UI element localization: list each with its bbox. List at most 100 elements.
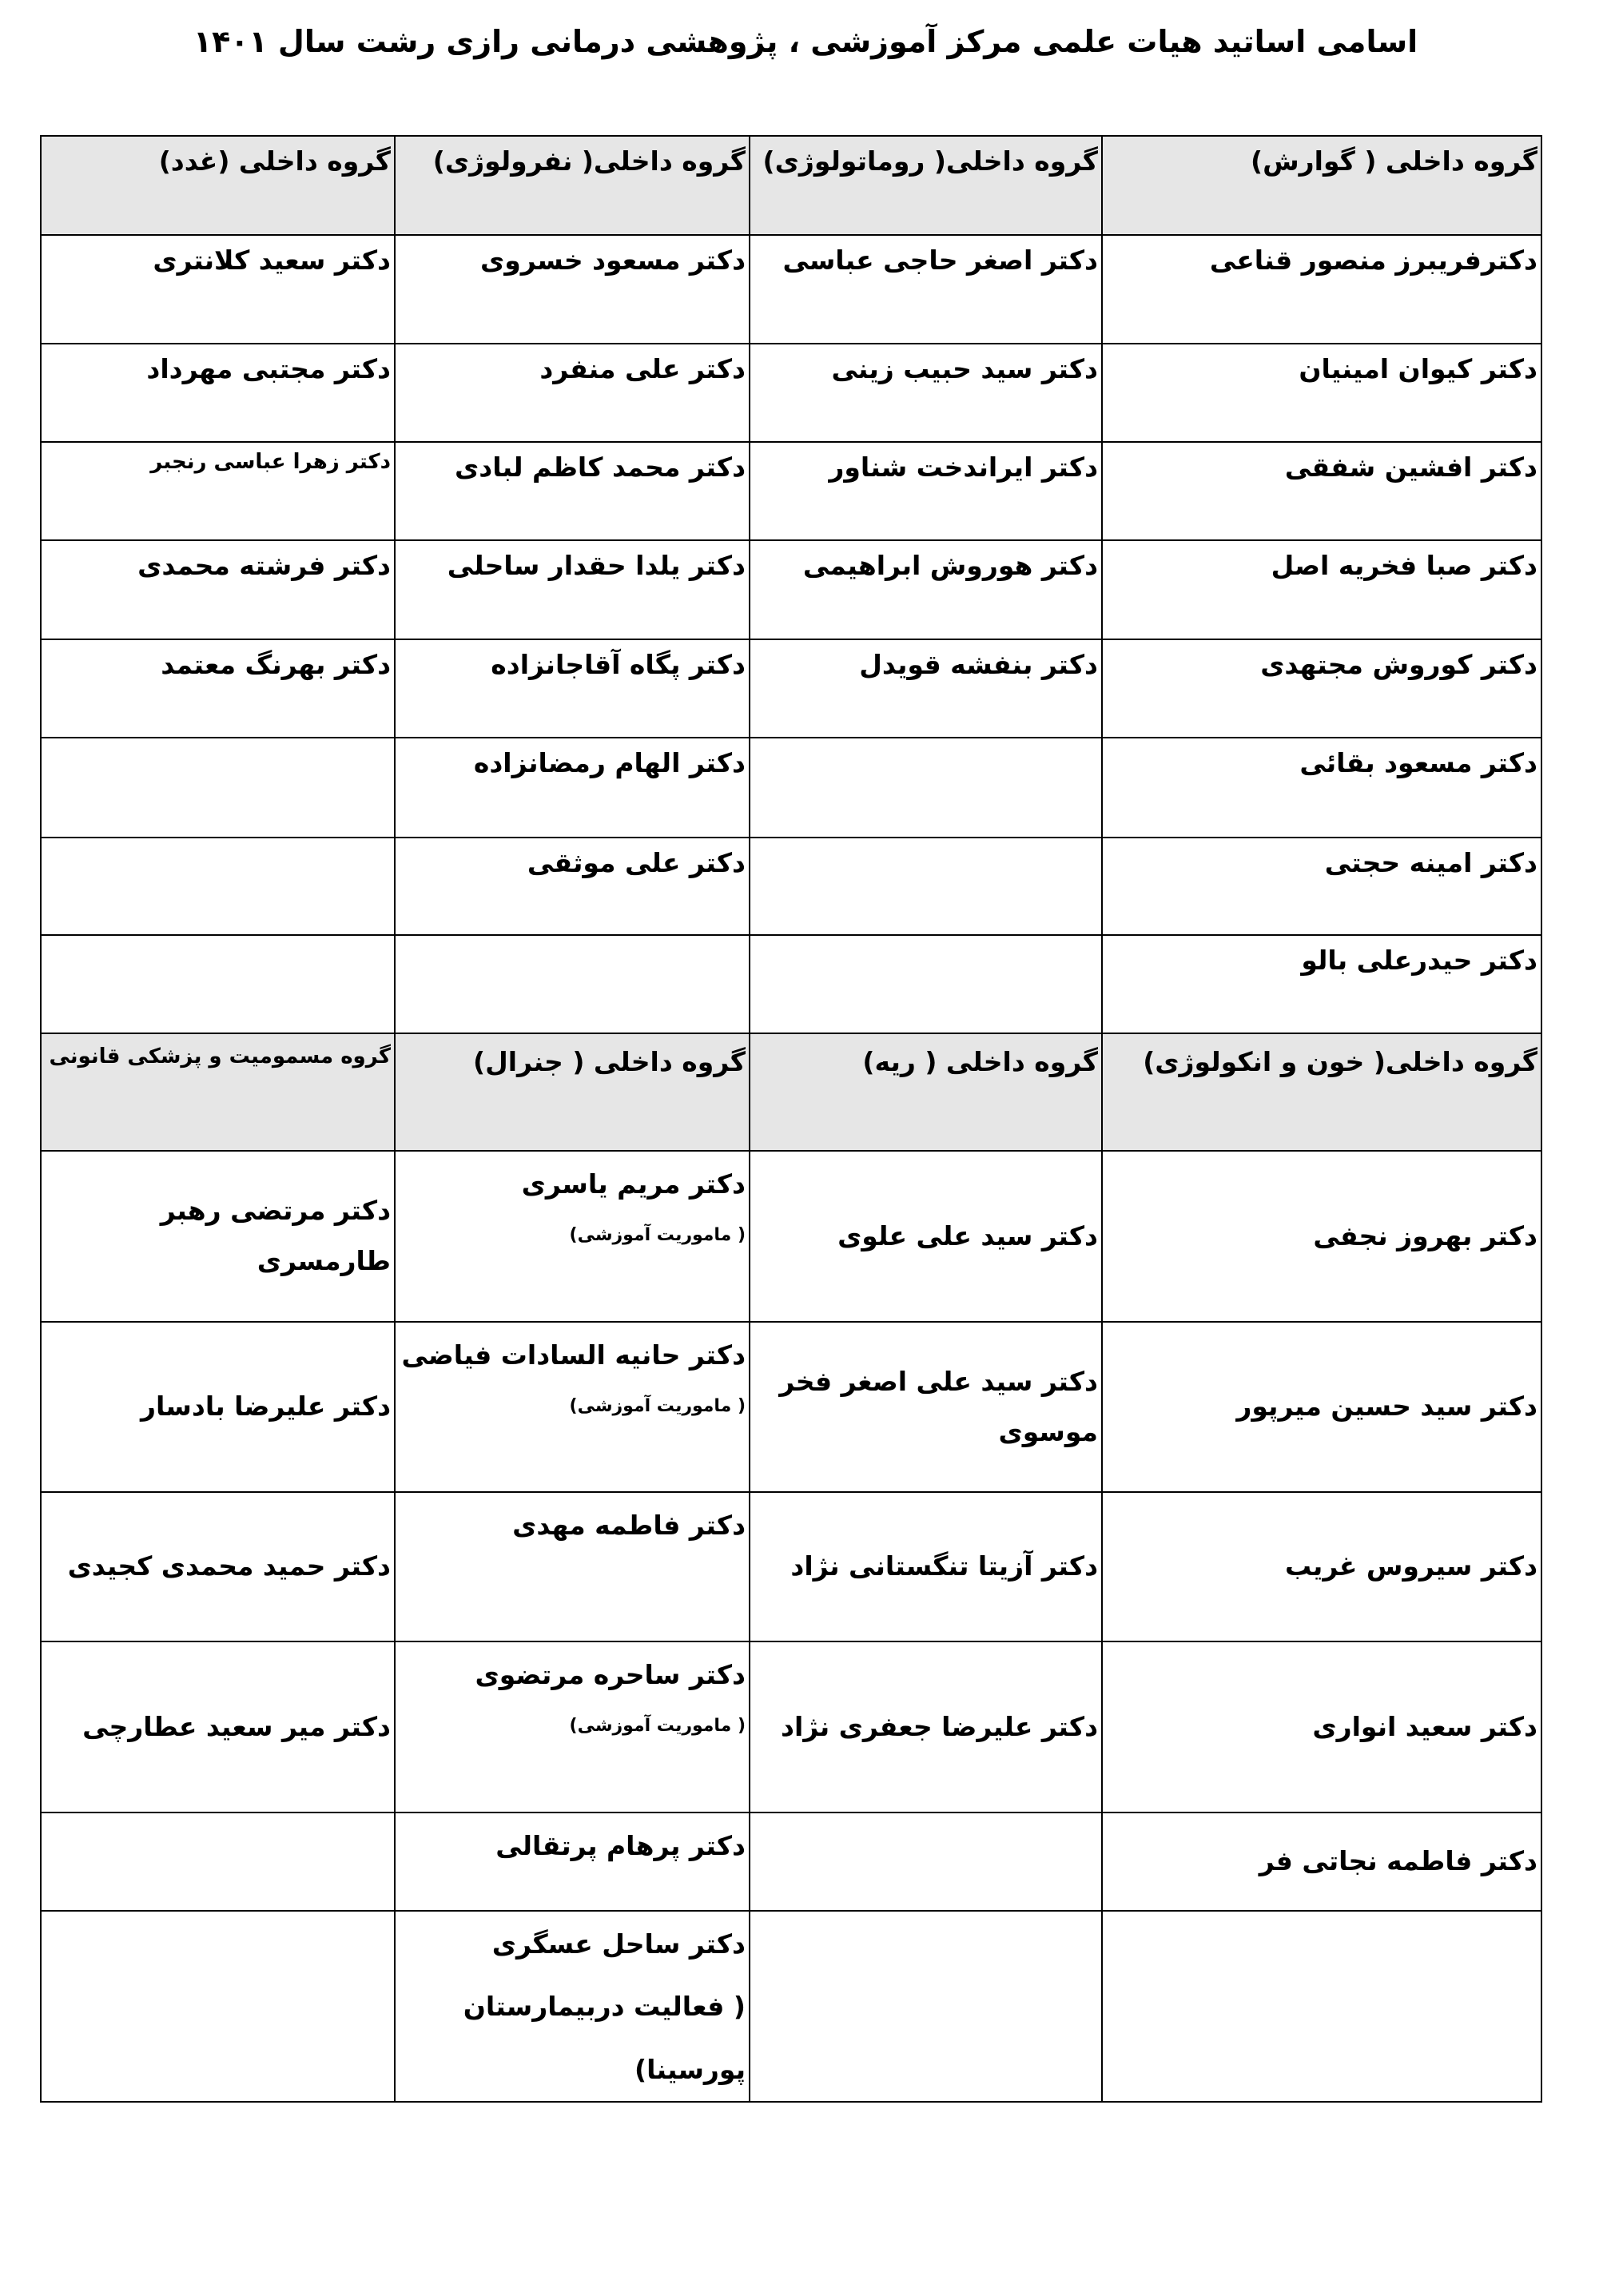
faculty-cell: دکتر بنفشه قویدل [749, 639, 1103, 738]
faculty-cell: دکتر امینه حجتی [1101, 837, 1542, 936]
faculty-name: دکتر سید علی اصغر فخر موسوی [779, 1365, 1099, 1447]
faculty-cell: دکتر حمید محمدی کجیدی [40, 1491, 396, 1642]
faculty-name: دکتر سعید انواری [1312, 1710, 1538, 1742]
page-title: اسامی اساتید هیات علمی مرکز آموزشی ، پژو… [193, 24, 1418, 59]
faculty-cell [749, 1909, 1103, 2103]
faculty-cell: دکتر اصغر حاجی عباسی [749, 234, 1103, 344]
faculty-name: دکتر حیدرعلی بالو [1301, 945, 1538, 976]
faculty-name: دکتر علی منفرد [539, 353, 746, 384]
faculty-name: دکتر حمید محمدی کجیدی [67, 1550, 392, 1582]
faculty-name: دکترفریبرز منصور قناعی [1209, 245, 1538, 276]
faculty-name: دکتر مجتبی مهرداد [146, 353, 392, 384]
faculty-cell: دکتر کوروش مجتهدی [1101, 639, 1542, 738]
table-row: دکتر کوروش مجتهدی دکتر بنفشه قویدل دکتر پگ… [40, 639, 1542, 738]
faculty-cell: دکتر علی منفرد [394, 343, 750, 443]
faculty-cell: دکتر علیرضا جعفری نژاد [749, 1641, 1103, 1813]
table-row: دکتر مسعود بقائی دکتر الهام رمضانزاده [40, 737, 1542, 838]
faculty-cell [749, 837, 1103, 936]
faculty-cell [749, 737, 1103, 838]
faculty-name: دکتر علیرضا جعفری نژاد [781, 1710, 1099, 1742]
group-header-row: گروه داخلی( خون و انکولوژی) گروه داخلی ( … [40, 1033, 1542, 1152]
faculty-cell [40, 1909, 396, 2103]
group-header: گروه داخلی( روماتولوژی) [749, 135, 1103, 236]
faculty-note: ( فعالیت دربیمارستان پورسینا) [463, 1990, 746, 2085]
faculty-cell: دکتر مسعود خسروی [394, 234, 750, 344]
faculty-cell [1101, 1909, 1542, 2103]
faculty-name: دکتر پرهام پرتقالی [495, 1830, 746, 1861]
faculty-cell: دکتر زهرا عباسی رنجبر [40, 441, 396, 541]
group-header-row: گروه داخلی ( گوارش) گروه داخلی( روماتولوژ… [40, 135, 1542, 236]
table-row: دکتر کیوان امینیان دکتر سید حبیب زینی دکتر… [40, 343, 1542, 443]
table-row: دکتر سید حسین میرپور دکتر سید علی اصغر فخ… [40, 1321, 1542, 1493]
faculty-cell: دکتر فاطمه مهدی [394, 1491, 750, 1642]
faculty-name: دکتر صبا فخریه اصل [1271, 550, 1538, 581]
faculty-cell: دکتر هوروش ابراهیمی [749, 539, 1103, 640]
table-row: دکتر افشین شفقی دکتر ایراندخت شناور دکتر م… [40, 441, 1542, 541]
faculty-name: دکتر بهروز نجفی [1313, 1220, 1538, 1251]
faculty-name: دکتر علی موثقی [527, 847, 746, 878]
faculty-cell: دکتر یلدا حقدار ساحلی [394, 539, 750, 640]
faculty-name: دکتر یلدا حقدار ساحلی [447, 550, 746, 581]
faculty-name: دکتر فرشته محمدی [137, 550, 392, 581]
faculty-cell [394, 934, 750, 1034]
faculty-name: دکتر زهرا عباسی رنجبر [150, 450, 392, 474]
faculty-cell: دکتر پرهام پرتقالی [394, 1812, 750, 1912]
faculty-cell [749, 934, 1103, 1034]
faculty-cell: دکتر سعید انواری [1101, 1641, 1542, 1813]
faculty-cell: دکتر حیدرعلی بالو [1101, 934, 1542, 1034]
faculty-name: دکتر سید حبیب زینی [831, 353, 1099, 384]
group-header: گروه داخلی( خون و انکولوژی) [1101, 1033, 1542, 1152]
faculty-name: دکتر فاطمه نجاتی فر [1259, 1845, 1538, 1877]
faculty-name: دکتر کوروش مجتهدی [1260, 649, 1538, 680]
group-header: گروه داخلی ( جنرال) [394, 1033, 750, 1152]
faculty-table: گروه داخلی ( گوارش) گروه داخلی( روماتولوژ… [40, 135, 1542, 2103]
faculty-name: دکتر هوروش ابراهیمی [802, 550, 1099, 581]
faculty-cell: دکتر فرشته محمدی [40, 539, 396, 640]
table-row: دکتر ساحل عسگری ( فعالیت دربیمارستان پورس… [40, 1909, 1542, 2103]
table-row: دکتر حیدرعلی بالو [40, 934, 1542, 1034]
faculty-note: ( ماموریت آموزشی) [569, 1224, 746, 1245]
faculty-cell: دکتر بهرنگ معتمد [40, 639, 396, 738]
faculty-cell: دکتر سید حسین میرپور [1101, 1321, 1542, 1493]
faculty-name: دکتر مرتضی رهبر طارمسری [160, 1195, 392, 1276]
faculty-cell: دکتر مسعود بقائی [1101, 737, 1542, 838]
faculty-cell: دکتر ساحره مرتضوی ( ماموریت آموزشی) [394, 1641, 750, 1813]
group-header: گروه داخلی ( گوارش) [1101, 135, 1542, 236]
faculty-name: دکتر مسعود بقائی [1299, 747, 1538, 778]
faculty-name: دکتر آزیتا تنگستانی نژاد [790, 1550, 1099, 1582]
faculty-name: دکتر بهرنگ معتمد [161, 649, 392, 680]
faculty-cell: دکتر فاطمه نجاتی فر [1101, 1812, 1542, 1912]
faculty-cell: دکتر بهروز نجفی [1101, 1150, 1542, 1323]
group-header: گروه داخلی( نفرولوژی) [394, 135, 750, 236]
faculty-name: دکتر کیوان امینیان [1299, 353, 1538, 384]
faculty-cell: دکتر حانیه السادات فیاضی ( ماموریت آموزشی… [394, 1321, 750, 1493]
faculty-name: دکتر حانیه السادات فیاضی [401, 1339, 746, 1371]
faculty-name: دکتر بنفشه قویدل [859, 649, 1099, 680]
faculty-name: دکتر مریم یاسری [521, 1168, 746, 1200]
faculty-cell [40, 934, 396, 1034]
faculty-cell [40, 837, 396, 936]
group-header: گروه داخلی ( ریه) [749, 1033, 1103, 1152]
group-header: گروه مسمومیت و پزشکی قانونی [40, 1033, 396, 1152]
table-row: دکتر سیروس غریب دکتر آزیتا تنگستانی نژاد د… [40, 1491, 1542, 1642]
faculty-cell [749, 1812, 1103, 1912]
faculty-cell [40, 737, 396, 838]
faculty-name: دکتر الهام رمضانزاده [473, 747, 746, 778]
faculty-cell: دکتر مرتضی رهبر طارمسری [40, 1150, 396, 1323]
faculty-cell: دکتر سید حبیب زینی [749, 343, 1103, 443]
faculty-cell: دکتر ایراندخت شناور [749, 441, 1103, 541]
faculty-name: دکتر ساحره مرتضوی [475, 1659, 746, 1690]
faculty-name: دکتر ساحل عسگری [491, 1928, 746, 1960]
faculty-name: دکتر علیرضا بادسار [141, 1391, 392, 1423]
faculty-name: دکتر فاطمه مهدی [512, 1510, 746, 1541]
table-row: دکتر بهروز نجفی دکتر سید علی علوی دکتر مری… [40, 1150, 1542, 1323]
faculty-cell: دکتر علیرضا بادسار [40, 1321, 396, 1493]
faculty-cell: دکتر مریم یاسری ( ماموریت آموزشی) [394, 1150, 750, 1323]
faculty-cell: دکتر سیروس غریب [1101, 1491, 1542, 1642]
faculty-name: دکتر سید علی علوی [837, 1220, 1099, 1251]
faculty-cell: دکتر سید علی اصغر فخر موسوی [749, 1321, 1103, 1493]
faculty-cell: دکتر مجتبی مهرداد [40, 343, 396, 443]
faculty-name: دکتر سید حسین میرپور [1236, 1391, 1538, 1423]
faculty-cell: دکتر میر سعید عطارچی [40, 1641, 396, 1813]
table-row: دکتر فاطمه نجاتی فر دکتر پرهام پرتقالی [40, 1812, 1542, 1912]
